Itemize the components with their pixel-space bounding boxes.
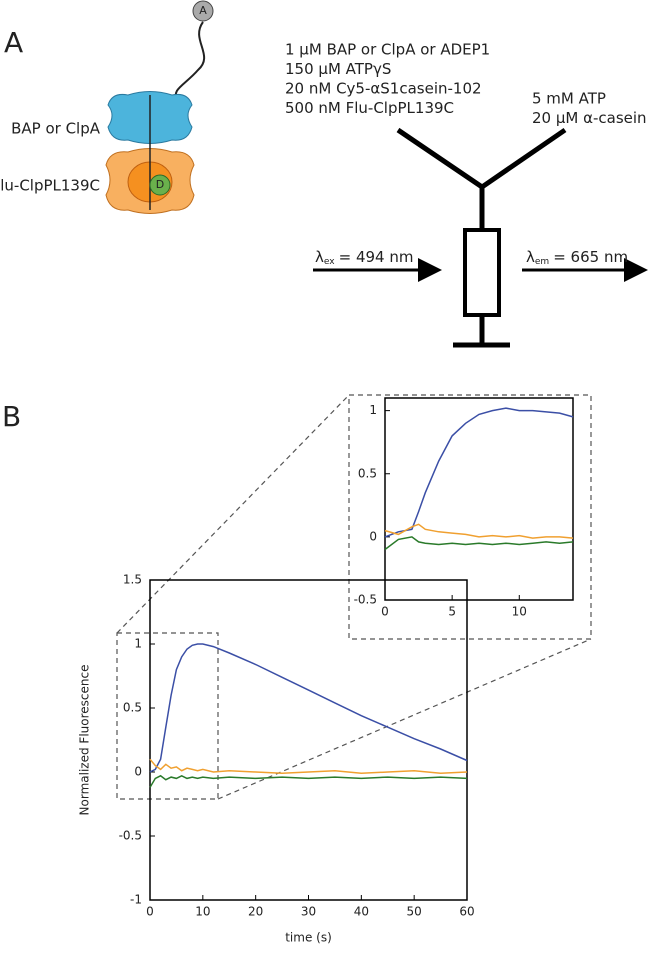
cuvette [463,228,501,317]
y-tick-label: 1 [369,403,377,417]
x-tick-label: 30 [301,905,316,919]
data-line [384,407,574,538]
y-tick-label: 0.5 [358,466,377,480]
panel-label: B [2,400,21,433]
y-tick-label: 1.5 [123,573,142,587]
inset-box [348,394,592,640]
x-tick-label: 10 [195,905,210,919]
subscript: em [535,257,549,267]
tether [174,21,205,101]
value: = 494 nm [339,248,414,266]
domain-d [149,174,171,196]
domain-a-label: A [199,4,207,17]
x-tick-label: 50 [407,905,422,919]
lambda: λ [526,248,535,266]
zoom-box [116,632,219,800]
y-tick-label: 0.5 [123,701,142,715]
mixer [396,127,567,348]
y-tick-label: -0.5 [119,829,142,843]
condition: 20 nM Cy5-αS1casein-102 [285,80,482,98]
excitation-label: λex = 494 nm [315,248,413,267]
value: = 665 nm [553,248,628,266]
emission-label: λem = 665 nm [526,248,628,267]
condition: 20 μM α-casein [532,109,647,127]
x-tick-label: 40 [354,905,369,919]
x-tick-label: 0 [381,605,389,619]
data-line [384,523,574,539]
zoom-connector [116,394,592,800]
y-tick-label: -1 [130,893,142,907]
y-tick-label: 0 [134,765,142,779]
axes-frame [384,397,574,601]
data-line [149,643,468,773]
protease-label: Flu-ClpPL139C [0,177,100,195]
x-tick-label: 20 [248,905,263,919]
y-tick-label: 1 [134,637,142,651]
y-axis-label: Normalized Fluorescence [78,665,92,816]
data-line [149,774,468,788]
x-axis-label: time (s) [285,931,332,945]
subscript: ex [324,257,335,267]
y-tick-label: 0 [369,529,377,543]
condition: 500 nM Flu-ClpPL139C [285,99,454,117]
x-tick-label: 10 [512,605,527,619]
condition: 5 mM ATP [532,90,606,108]
condition: 150 μM ATPγS [285,60,391,78]
domain-d-label: D [156,178,164,191]
unfoldase-label: BAP or ClpA [11,120,101,138]
data-line [149,758,468,775]
y-tick-label: -0.5 [354,593,377,607]
panel-label: A [4,26,23,59]
x-tick-label: 0 [146,905,154,919]
domain-a [192,0,214,22]
x-tick-label: 5 [448,605,456,619]
data-line [384,536,574,551]
condition: 1 μM BAP or ClpA or ADEP1 [285,41,490,59]
x-tick-label: 60 [459,905,474,919]
lambda: λ [315,248,324,266]
